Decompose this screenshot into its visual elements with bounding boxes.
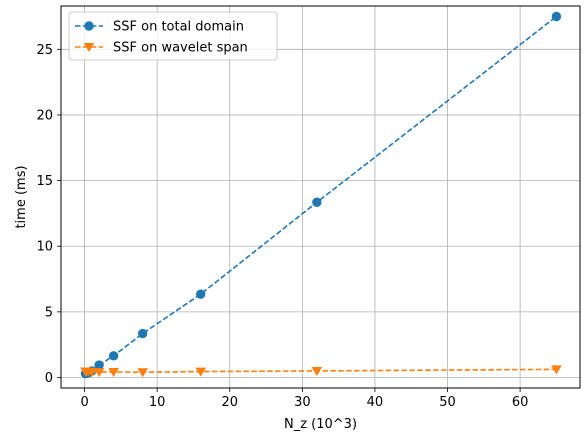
data-point [137,328,148,339]
legend: SSF on total domain SSF on wavelet span [68,11,278,61]
data-point [551,11,562,22]
axis-ticks: 0 10 20 30 40 50 60 0 5 10 15 20 25 [36,43,528,410]
y-tick-label: 5 [45,305,53,320]
series-2 [80,365,562,378]
x-tick-label: 50 [439,395,456,410]
data-point [195,367,207,377]
data-point [551,365,562,375]
series-layer [80,11,562,379]
y-axis-label: time (ms) [14,165,29,228]
y-tick-label: 10 [36,240,53,255]
x-axis-label: N_z (10^3) [284,417,357,432]
data-point [93,368,105,378]
legend-marker [83,43,95,53]
data-point [137,368,148,378]
legend-item: SSF on total domain [75,20,244,35]
x-tick-label: 0 [80,395,88,410]
y-tick-label: 15 [36,174,53,189]
data-point [196,289,206,299]
plot-frame [60,5,581,389]
data-point [94,360,104,370]
legend-box [68,11,278,61]
data-point [108,351,119,361]
series-line [85,368,557,374]
grid-lines [61,6,580,388]
legend-label: SSF on total domain [113,20,244,35]
y-tick-label: 20 [36,108,53,123]
legend-label: SSF on wavelet span [113,41,248,56]
x-tick-label: 30 [294,395,311,410]
data-point [108,368,119,378]
x-tick-label: 20 [221,395,238,410]
data-point [312,197,322,207]
data-point [86,368,98,378]
data-point [311,366,323,376]
y-tick-label: 25 [36,43,53,58]
series-1 [80,11,562,379]
legend-marker [84,21,94,31]
y-tick-label: 0 [45,371,53,386]
x-tick-label: 60 [512,395,529,410]
x-tick-label: 10 [149,395,166,410]
x-tick-label: 40 [367,395,384,410]
series-line [85,15,557,375]
legend-item: SSF on wavelet span [75,41,248,56]
